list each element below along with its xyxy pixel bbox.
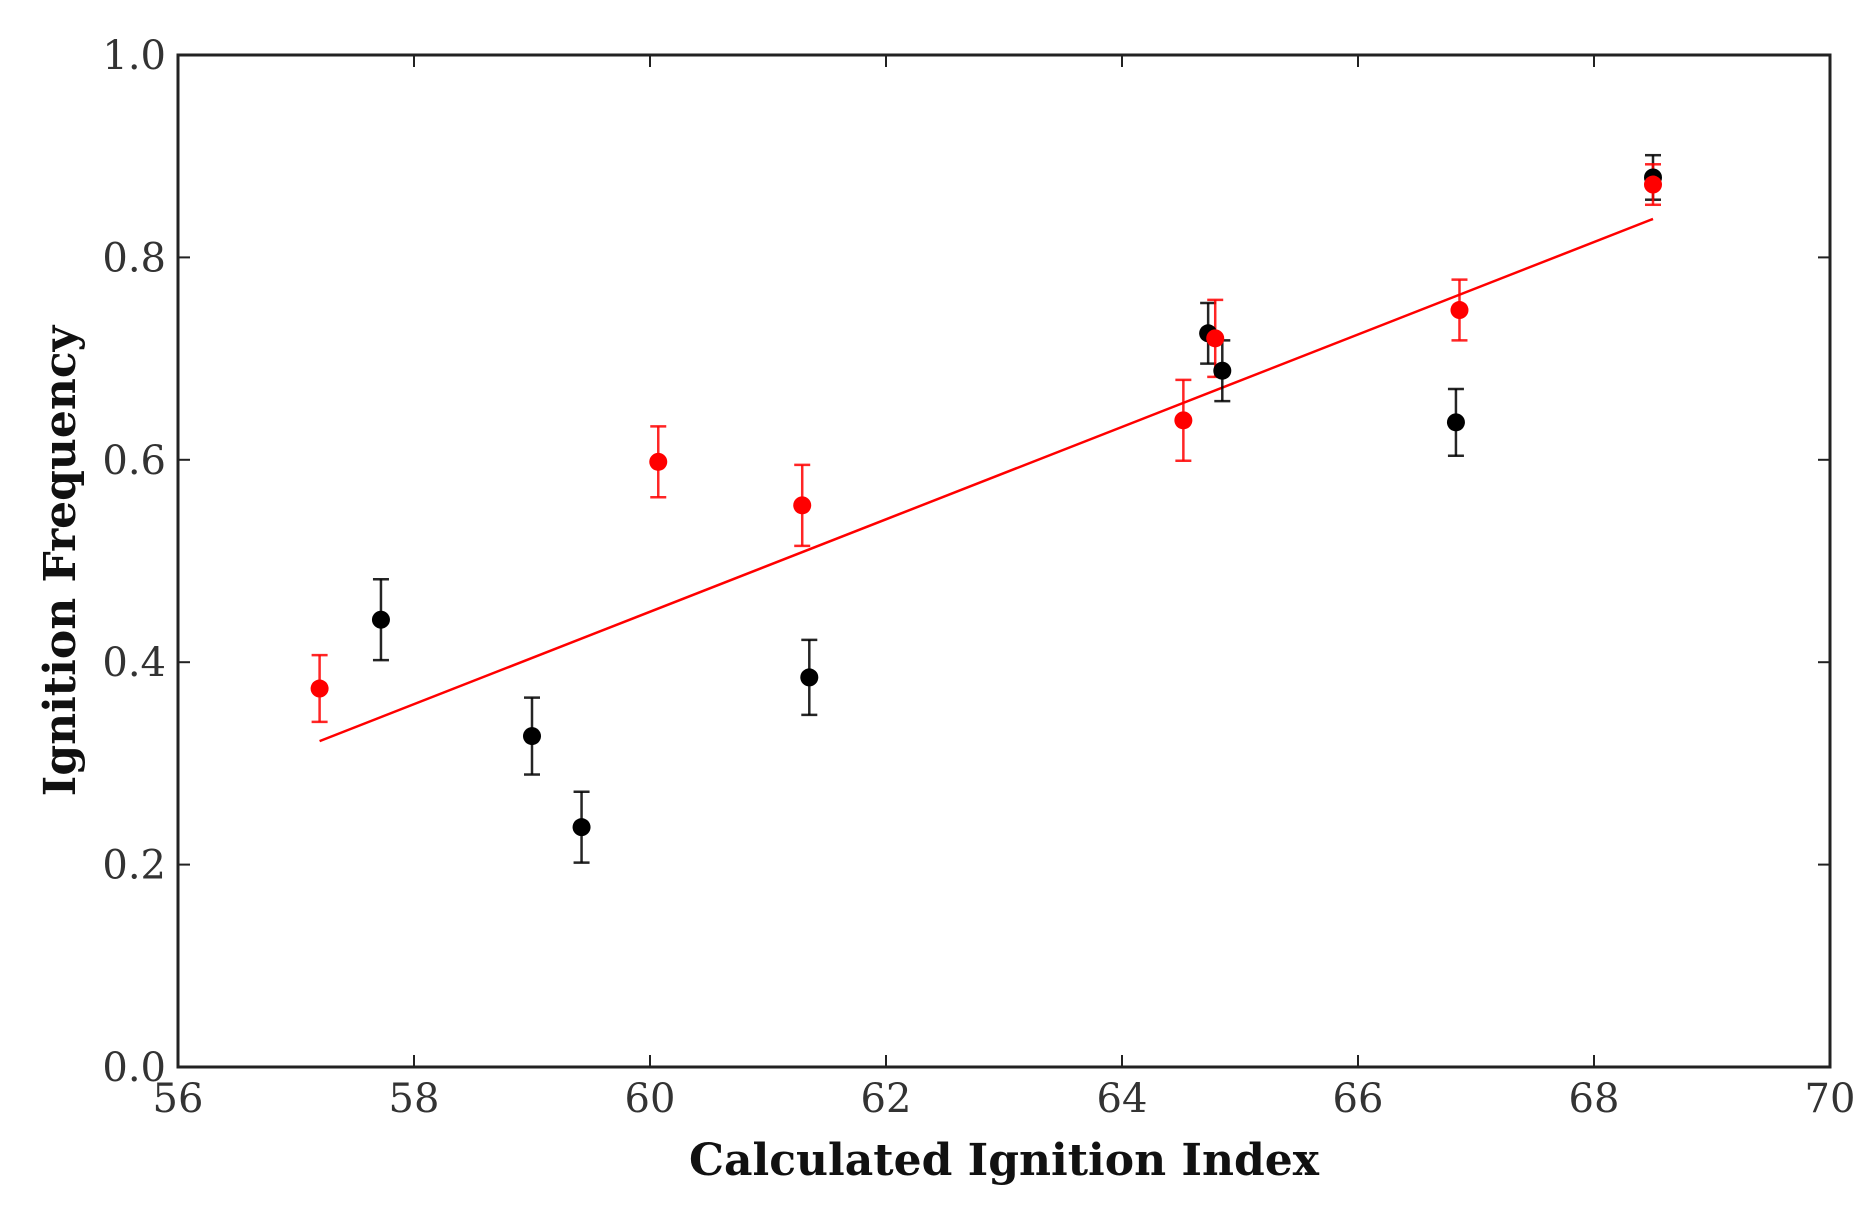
red-data-point xyxy=(1644,175,1662,194)
x-tick-label: 60 xyxy=(625,1076,676,1122)
y-tick-label: 1.0 xyxy=(102,33,166,79)
black-data-point xyxy=(523,727,541,746)
black-data-point xyxy=(371,610,390,629)
red-data-point xyxy=(1174,411,1193,430)
x-tick-label: 56 xyxy=(153,1076,204,1122)
x-tick-label: 70 xyxy=(1805,1076,1856,1122)
black-data-point xyxy=(800,668,819,687)
black-data-point xyxy=(1446,413,1465,432)
x-tick-label: 66 xyxy=(1333,1076,1384,1122)
x-axis-label: Calculated Ignition Index xyxy=(689,1135,1320,1186)
plot-frame xyxy=(176,53,1832,1069)
red-data-point xyxy=(1450,301,1469,320)
fit-line xyxy=(319,217,1654,743)
y-tick-label: 0.6 xyxy=(102,438,166,484)
y-tick-label: 0.4 xyxy=(102,640,166,686)
y-tick-label: 0.2 xyxy=(102,843,166,889)
y-tick-label: 0.0 xyxy=(102,1045,166,1091)
y-tick-label: 0.8 xyxy=(102,235,166,281)
black-data-point xyxy=(1213,361,1232,380)
x-tick-label: 62 xyxy=(861,1076,912,1122)
black-data-point xyxy=(572,818,591,837)
red-data-point xyxy=(310,679,329,698)
y-axis-label: Ignition Frequency xyxy=(35,324,86,796)
x-tick-label: 68 xyxy=(1569,1076,1620,1122)
x-tick-label: 58 xyxy=(389,1076,440,1122)
x-tick-label: 64 xyxy=(1097,1076,1148,1122)
red-data-point xyxy=(1206,329,1225,348)
red-data-point xyxy=(649,452,668,471)
red-data-point xyxy=(793,496,812,515)
